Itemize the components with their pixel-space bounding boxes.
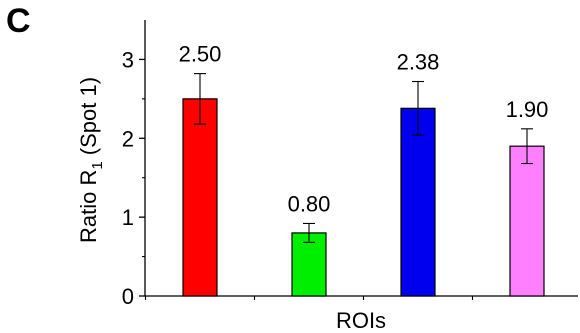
y-tick-label: 3 [122, 47, 134, 72]
data-label: 2.50 [179, 42, 222, 67]
bar [509, 145, 545, 297]
bars [182, 73, 545, 297]
bar [291, 232, 327, 297]
data-label: 1.90 [506, 97, 549, 122]
bar [182, 98, 218, 297]
y-tick-label: 2 [122, 126, 134, 151]
x-axis-label: ROIs [336, 308, 386, 333]
panel-label: C [6, 2, 31, 40]
y-tick-label: 0 [122, 284, 134, 309]
labels: 2.50 0.80 2.38 1.90 ROIs Ratio R1 (Spot 1) [76, 42, 548, 333]
data-label: 0.80 [288, 191, 331, 216]
y-tick-label: 1 [122, 205, 134, 230]
data-label: 2.38 [397, 50, 440, 75]
bar [400, 107, 436, 297]
y-axis-label: Ratio R1 (Spot 1) [76, 77, 106, 243]
